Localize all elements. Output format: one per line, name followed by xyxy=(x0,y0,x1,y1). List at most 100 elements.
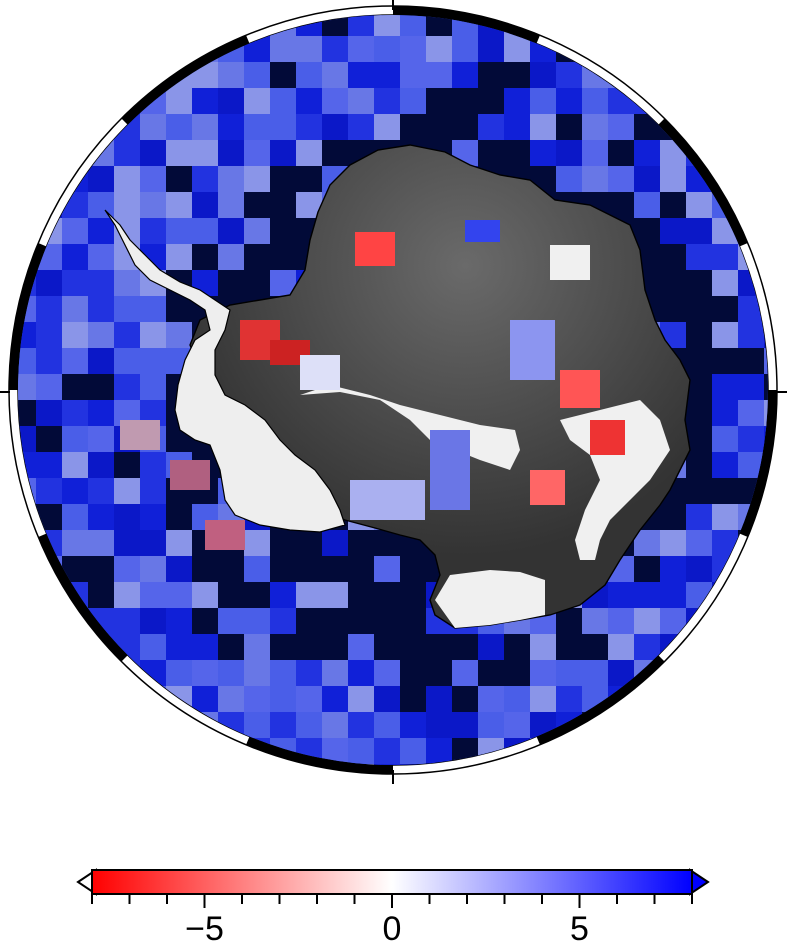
ocean-cell xyxy=(192,166,218,192)
ocean-cell xyxy=(764,166,768,192)
ocean-cell xyxy=(712,660,738,686)
ocean-cell xyxy=(504,764,530,765)
ocean-cell xyxy=(88,15,114,36)
ocean-cell xyxy=(62,478,88,504)
ocean-cell xyxy=(374,114,400,140)
ocean-cell xyxy=(452,88,478,114)
ocean-cell xyxy=(608,582,634,608)
ocean-cell xyxy=(400,556,426,582)
ocean-cell xyxy=(764,374,768,400)
ocean-cell xyxy=(18,15,36,36)
ocean-cell xyxy=(114,582,140,608)
ocean-cell xyxy=(738,738,764,764)
ocean-cell xyxy=(166,764,192,765)
ocean-cell xyxy=(738,764,764,765)
ocean-cell xyxy=(348,15,374,36)
ocean-cell xyxy=(738,634,764,660)
ocean-cell xyxy=(738,582,764,608)
ocean-cell xyxy=(140,140,166,166)
ocean-cell xyxy=(634,556,660,582)
ocean-cell xyxy=(270,582,296,608)
ocean-cell xyxy=(62,426,88,452)
ocean-cell xyxy=(166,218,192,244)
ocean-cell xyxy=(140,530,166,556)
ocean-cell xyxy=(270,36,296,62)
ocean-cell xyxy=(712,62,738,88)
ocean-cell xyxy=(140,738,166,764)
ocean-cell xyxy=(218,244,244,270)
ocean-cell xyxy=(166,166,192,192)
ocean-cell xyxy=(582,738,608,764)
ocean-cell xyxy=(140,582,166,608)
ocean-cell xyxy=(114,62,140,88)
ocean-cell xyxy=(374,88,400,114)
ocean-cell xyxy=(738,140,764,166)
ocean-cell xyxy=(192,218,218,244)
ocean-cell xyxy=(712,88,738,114)
ocean-cell xyxy=(686,15,712,36)
ocean-cell xyxy=(18,218,36,244)
ocean-cell xyxy=(270,62,296,88)
colorbar-ticks xyxy=(91,894,693,908)
ocean-cell xyxy=(478,764,504,765)
ocean-cell xyxy=(296,62,322,88)
ocean-cell xyxy=(140,218,166,244)
ocean-cell xyxy=(374,712,400,738)
ocean-cell xyxy=(764,88,768,114)
ocean-cell xyxy=(504,88,530,114)
ocean-cell xyxy=(686,530,712,556)
ocean-cell xyxy=(296,140,322,166)
ocean-cell xyxy=(270,556,296,582)
ocean-cell xyxy=(244,270,270,296)
ocean-cell xyxy=(244,244,270,270)
ocean-cell xyxy=(556,764,582,765)
ocean-cell xyxy=(712,738,738,764)
frame-segment xyxy=(38,533,128,662)
ocean-cell xyxy=(88,36,114,62)
ocean-cell xyxy=(764,270,768,296)
ocean-cell xyxy=(504,140,530,166)
ocean-cell xyxy=(764,764,768,765)
ocean-cell xyxy=(426,634,452,660)
ocean-cell xyxy=(296,608,322,634)
ocean-cell xyxy=(296,712,322,738)
ocean-cell xyxy=(738,348,764,374)
ocean-cell xyxy=(764,660,768,686)
ocean-cell xyxy=(88,738,114,764)
ocean-cell xyxy=(218,218,244,244)
ocean-cell xyxy=(634,15,660,36)
ocean-cell xyxy=(218,192,244,218)
ocean-cell xyxy=(244,712,270,738)
ocean-cell xyxy=(608,764,634,765)
ocean-cell xyxy=(88,348,114,374)
ocean-cell xyxy=(738,374,764,400)
ocean-cell xyxy=(62,114,88,140)
ocean-cell xyxy=(114,192,140,218)
ocean-cell xyxy=(88,452,114,478)
ocean-cell xyxy=(556,738,582,764)
anomaly-cell xyxy=(170,460,210,490)
ocean-cell xyxy=(374,660,400,686)
ocean-cell xyxy=(712,504,738,530)
ocean-cell xyxy=(686,244,712,270)
ocean-cell xyxy=(114,712,140,738)
ocean-cell xyxy=(140,634,166,660)
ocean-cell xyxy=(36,478,62,504)
ocean-cell xyxy=(556,62,582,88)
ocean-cell xyxy=(764,504,768,530)
ocean-cell xyxy=(296,114,322,140)
ocean-cell xyxy=(556,140,582,166)
ocean-cell xyxy=(36,660,62,686)
ocean-cell xyxy=(322,660,348,686)
ocean-cell xyxy=(660,504,686,530)
anomaly-cell xyxy=(350,480,425,520)
ocean-cell xyxy=(36,270,62,296)
ocean-cell xyxy=(18,712,36,738)
ocean-cell xyxy=(660,166,686,192)
ocean-cell xyxy=(634,634,660,660)
ocean-cell xyxy=(712,36,738,62)
ocean-cell xyxy=(504,634,530,660)
ocean-cell xyxy=(192,582,218,608)
ocean-cell xyxy=(608,634,634,660)
ocean-cell xyxy=(114,686,140,712)
